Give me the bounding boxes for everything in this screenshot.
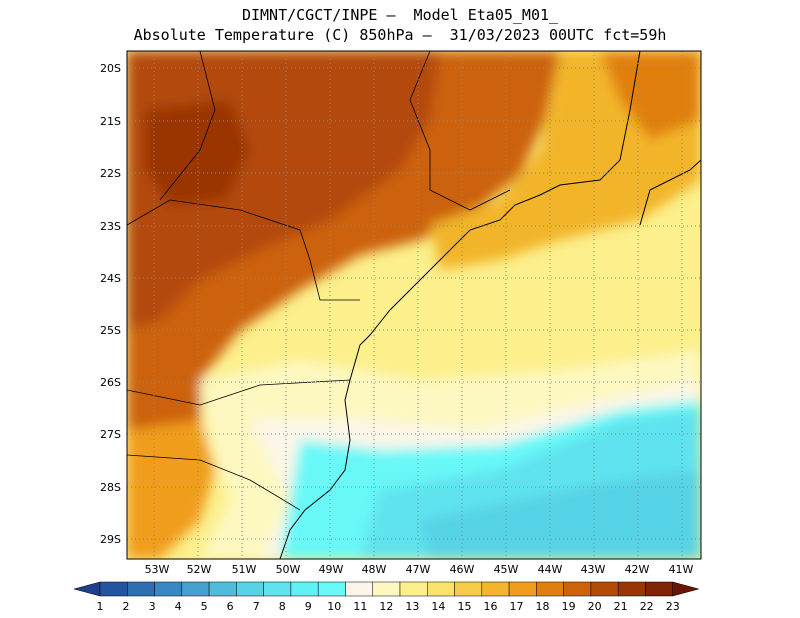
colorbar-swatch [399, 581, 428, 597]
colorbar-swatch [427, 581, 455, 597]
colorbar-label: 11 [353, 600, 367, 613]
lat-label: 24S [100, 272, 121, 285]
lon-label: 46W [450, 563, 475, 576]
colorbar-label: 16 [483, 600, 497, 613]
colorbar-label: 3 [149, 600, 156, 613]
colorbar-label: 9 [305, 600, 312, 613]
lat-label: 20S [100, 62, 121, 75]
lon-label: 52W [187, 563, 212, 576]
colorbar-swatch [536, 581, 564, 597]
colorbar-label: 4 [175, 600, 182, 613]
colorbar-swatch [454, 581, 483, 597]
lon-label: 47W [406, 563, 431, 576]
colorbar-labels: 1 2 3 4 5 6 7 8 9 10 11 12 13 14 15 16 1… [97, 600, 680, 613]
colorbar-swatch [181, 581, 210, 597]
colorbar-label: 19 [562, 600, 576, 613]
map-title-line-2: Absolute Temperature (C) 850hPa – 31/03/… [133, 26, 667, 44]
grid-lines [127, 51, 701, 559]
lon-label: 50W [276, 563, 301, 576]
colorbar-label: 7 [253, 600, 260, 613]
colorbar-label: 5 [201, 600, 208, 613]
map-frame [126, 50, 702, 560]
lon-label: 42W [625, 563, 650, 576]
colorbar-swatch [372, 581, 401, 597]
colorbar-label: 6 [227, 600, 234, 613]
colorbar [73, 581, 700, 597]
colorbar-swatch [645, 581, 673, 597]
lon-label: 49W [319, 563, 344, 576]
colorbar-swatch [481, 581, 510, 597]
colorbar-label: 1 [97, 600, 104, 613]
colorbar-swatch [99, 581, 128, 597]
colorbar-swatch [508, 581, 537, 597]
temperature-field [127, 51, 701, 559]
colorbar-label: 21 [614, 600, 628, 613]
colorbar-label: 13 [405, 600, 419, 613]
lon-label: 44W [538, 563, 563, 576]
colorbar-label: 22 [640, 600, 654, 613]
lon-label: 41W [669, 563, 694, 576]
lat-label: 26S [100, 376, 121, 389]
lat-label: 22S [100, 167, 121, 180]
colorbar-swatch [290, 581, 319, 597]
colorbar-swatch [263, 581, 292, 597]
colorbar-swatch [563, 581, 592, 597]
colorbar-swatch [617, 581, 646, 597]
colorbar-swatch [127, 581, 155, 597]
colorbar-label: 8 [279, 600, 286, 613]
colorbar-label: 20 [588, 600, 602, 613]
colorbar-label: 10 [327, 600, 341, 613]
latitude-labels: 20S 21S 22S 23S 24S 25S 26S 27S 28S 29S [100, 62, 121, 546]
colorbar-label: 14 [431, 600, 445, 613]
lat-label: 27S [100, 428, 121, 441]
colorbar-swatch [236, 581, 264, 597]
colorbar-swatch [208, 581, 237, 597]
lon-label: 43W [581, 563, 606, 576]
lat-label: 21S [100, 115, 121, 128]
lat-label: 29S [100, 533, 121, 546]
lat-label: 25S [100, 324, 121, 337]
lon-label: 51W [232, 563, 257, 576]
colorbar-label: 15 [457, 600, 471, 613]
colorbar-swatch [590, 581, 619, 597]
colorbar-label: 12 [379, 600, 393, 613]
colorbar-label: 17 [510, 600, 524, 613]
map-title-line-1: DIMNT/CGCT/INPE – Model Eta05_M01_ [241, 6, 559, 24]
lon-label: 48W [362, 563, 387, 576]
state-borders [127, 51, 511, 511]
colorbar-swatch [345, 581, 373, 597]
colorbar-arrow-left [73, 581, 101, 597]
longitude-labels: 53W 52W 51W 50W 49W 48W 47W 46W 45W 44W … [145, 563, 694, 576]
colorbar-label: 23 [666, 600, 680, 613]
coastline [279, 51, 701, 559]
colorbar-label: 2 [123, 600, 130, 613]
colorbar-swatch [154, 581, 183, 597]
lat-label: 28S [100, 481, 121, 494]
colorbar-label: 18 [536, 600, 550, 613]
lon-label: 53W [145, 563, 170, 576]
lon-label: 45W [494, 563, 519, 576]
colorbar-arrow-right [672, 581, 700, 597]
lat-label: 23S [100, 220, 121, 233]
colorbar-swatch [317, 581, 346, 597]
